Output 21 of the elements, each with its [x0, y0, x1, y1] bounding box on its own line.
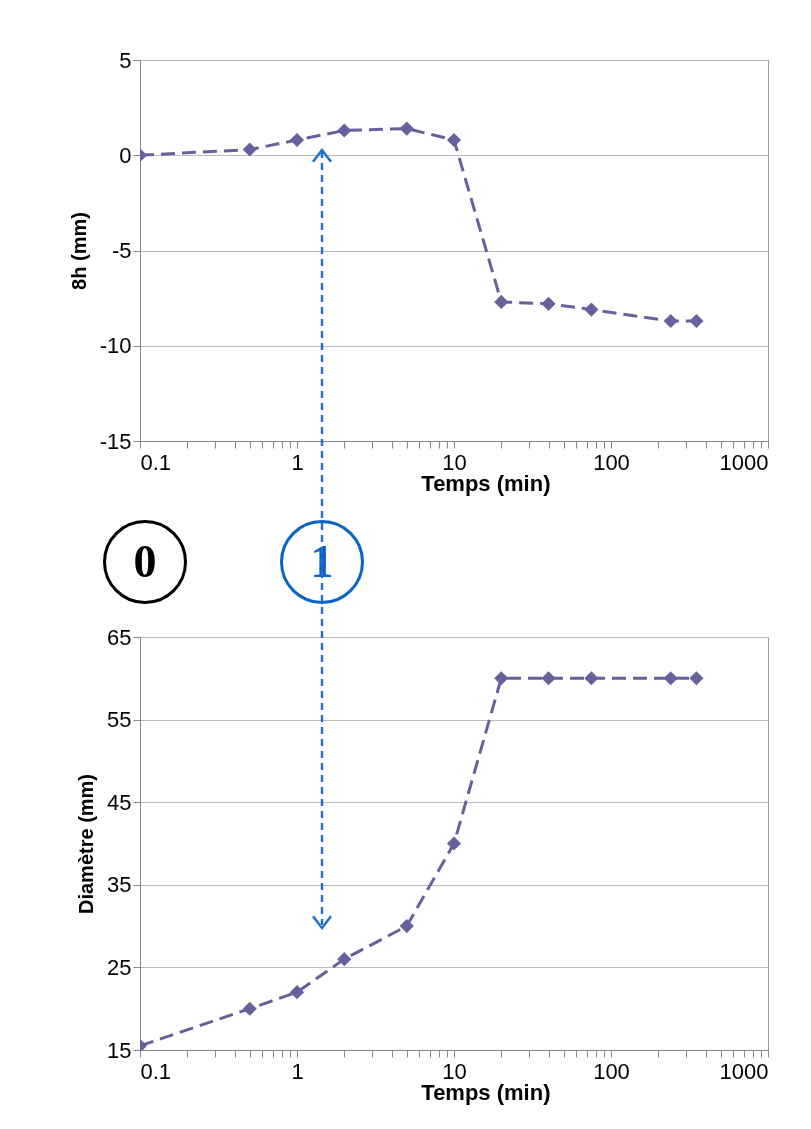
x-tick-label: 100	[593, 1058, 630, 1084]
y-tick-label: 15	[107, 1037, 132, 1063]
x-tick-label: 0.1	[140, 1058, 172, 1084]
y-tick-label: 65	[107, 624, 132, 650]
y-axis-title: 8h (mm)	[67, 212, 90, 290]
y-tick-label: 0	[119, 142, 132, 168]
x-tick-label: 0.1	[140, 449, 172, 475]
y-tick-label: 45	[107, 789, 132, 815]
x-tick-label: 1000	[719, 449, 769, 475]
y-tick-label: 25	[107, 954, 132, 980]
y-tick-label: 35	[107, 872, 132, 898]
x-tick-label: 1	[291, 449, 304, 475]
y-tick-label: 5	[119, 47, 132, 73]
y-tick-label: -15	[99, 428, 132, 454]
y-axis-title: Diamètre (mm)	[75, 773, 98, 915]
y-tick-label: -10	[99, 333, 132, 359]
x-tick-label: 1000	[719, 1058, 769, 1084]
y-tick-label: 55	[107, 707, 132, 733]
x-tick-label: 1	[291, 1058, 304, 1084]
y-tick-label: -5	[111, 238, 132, 263]
x-tick-label: 100	[593, 449, 630, 475]
